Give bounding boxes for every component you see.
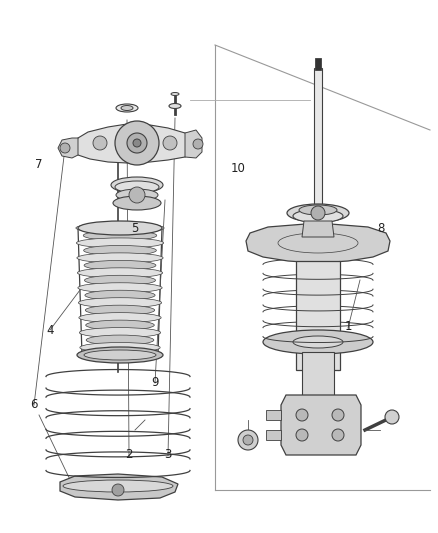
- Polygon shape: [60, 474, 178, 500]
- Ellipse shape: [113, 196, 161, 210]
- Ellipse shape: [77, 253, 163, 263]
- Ellipse shape: [84, 260, 156, 270]
- Ellipse shape: [76, 223, 164, 233]
- Ellipse shape: [63, 480, 173, 492]
- Ellipse shape: [84, 350, 156, 360]
- Ellipse shape: [111, 177, 163, 193]
- Ellipse shape: [78, 221, 162, 235]
- Ellipse shape: [78, 298, 162, 308]
- Polygon shape: [296, 261, 340, 370]
- Ellipse shape: [83, 230, 157, 240]
- Circle shape: [238, 430, 258, 450]
- Circle shape: [193, 139, 203, 149]
- Text: 8: 8: [377, 222, 385, 236]
- Text: 3: 3: [164, 448, 172, 462]
- Circle shape: [60, 143, 70, 153]
- Ellipse shape: [116, 189, 158, 201]
- Text: 9: 9: [151, 376, 159, 390]
- Circle shape: [115, 121, 159, 165]
- Ellipse shape: [85, 305, 155, 315]
- Circle shape: [127, 133, 147, 153]
- Ellipse shape: [84, 245, 156, 255]
- Polygon shape: [246, 223, 390, 263]
- Circle shape: [311, 206, 325, 220]
- Ellipse shape: [86, 335, 154, 345]
- Text: 6: 6: [30, 399, 38, 411]
- Ellipse shape: [77, 347, 163, 363]
- Polygon shape: [302, 352, 334, 435]
- Ellipse shape: [293, 209, 343, 222]
- Ellipse shape: [87, 350, 153, 360]
- Polygon shape: [266, 410, 281, 420]
- Text: 5: 5: [131, 222, 139, 236]
- Ellipse shape: [79, 313, 161, 322]
- Ellipse shape: [121, 106, 133, 110]
- Polygon shape: [314, 68, 322, 210]
- Ellipse shape: [85, 275, 155, 285]
- Ellipse shape: [293, 336, 343, 348]
- Polygon shape: [281, 395, 361, 455]
- Circle shape: [129, 187, 145, 203]
- Ellipse shape: [287, 204, 349, 222]
- Circle shape: [385, 410, 399, 424]
- Circle shape: [296, 409, 308, 421]
- Text: 7: 7: [35, 158, 43, 172]
- Ellipse shape: [169, 103, 181, 109]
- Polygon shape: [72, 124, 196, 163]
- Ellipse shape: [80, 343, 160, 352]
- Ellipse shape: [116, 104, 138, 112]
- Ellipse shape: [171, 93, 179, 95]
- Ellipse shape: [85, 290, 155, 300]
- Ellipse shape: [263, 330, 373, 354]
- Text: 1: 1: [344, 320, 352, 334]
- Ellipse shape: [76, 238, 164, 248]
- Circle shape: [296, 429, 308, 441]
- Circle shape: [133, 139, 141, 147]
- Polygon shape: [266, 430, 281, 440]
- Circle shape: [243, 435, 253, 445]
- Ellipse shape: [86, 320, 154, 330]
- Ellipse shape: [78, 268, 162, 278]
- Text: 4: 4: [46, 324, 54, 336]
- Circle shape: [112, 484, 124, 496]
- Text: 10: 10: [230, 163, 245, 175]
- Ellipse shape: [299, 205, 337, 215]
- Ellipse shape: [78, 283, 162, 293]
- Polygon shape: [185, 130, 202, 158]
- Circle shape: [93, 136, 107, 150]
- Polygon shape: [302, 221, 334, 237]
- Circle shape: [332, 429, 344, 441]
- Polygon shape: [58, 138, 78, 158]
- Ellipse shape: [115, 181, 159, 193]
- Ellipse shape: [79, 328, 161, 337]
- Polygon shape: [315, 58, 321, 70]
- Circle shape: [163, 136, 177, 150]
- Text: 2: 2: [125, 448, 133, 462]
- Circle shape: [332, 409, 344, 421]
